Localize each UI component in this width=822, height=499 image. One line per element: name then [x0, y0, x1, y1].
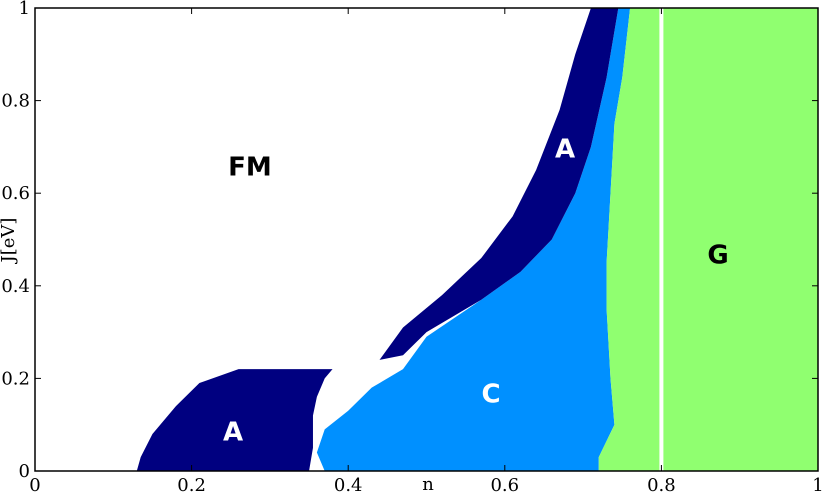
phase-region — [598, 8, 818, 471]
y-tick-label: 0.8 — [1, 91, 30, 112]
x-tick-label: 0.8 — [647, 475, 676, 496]
region-label: FM — [228, 153, 272, 183]
y-tick-label: 0.2 — [1, 368, 30, 389]
x-axis-label: n — [422, 474, 434, 495]
x-tick-label: 0.6 — [490, 475, 519, 496]
x-tick-label: 0.2 — [177, 475, 206, 496]
x-tick-label: 0 — [29, 475, 40, 496]
phase-region — [136, 369, 333, 471]
y-tick-label: 1 — [19, 0, 30, 19]
x-tick-label: 0.4 — [334, 475, 363, 496]
y-axis-label: J[eV] — [0, 218, 19, 265]
y-tick-label: 0.6 — [1, 183, 30, 204]
plot-frame — [34, 7, 819, 472]
phase-region — [379, 8, 619, 360]
y-tick-label: 0 — [19, 461, 30, 482]
region-label: A — [555, 135, 575, 165]
phase-region — [316, 8, 631, 471]
region-label: C — [481, 380, 500, 410]
y-tick-label: 0.4 — [1, 276, 30, 297]
region-label: A — [223, 418, 243, 448]
x-tick-label: 1 — [812, 475, 822, 496]
region-label: G — [707, 241, 728, 271]
